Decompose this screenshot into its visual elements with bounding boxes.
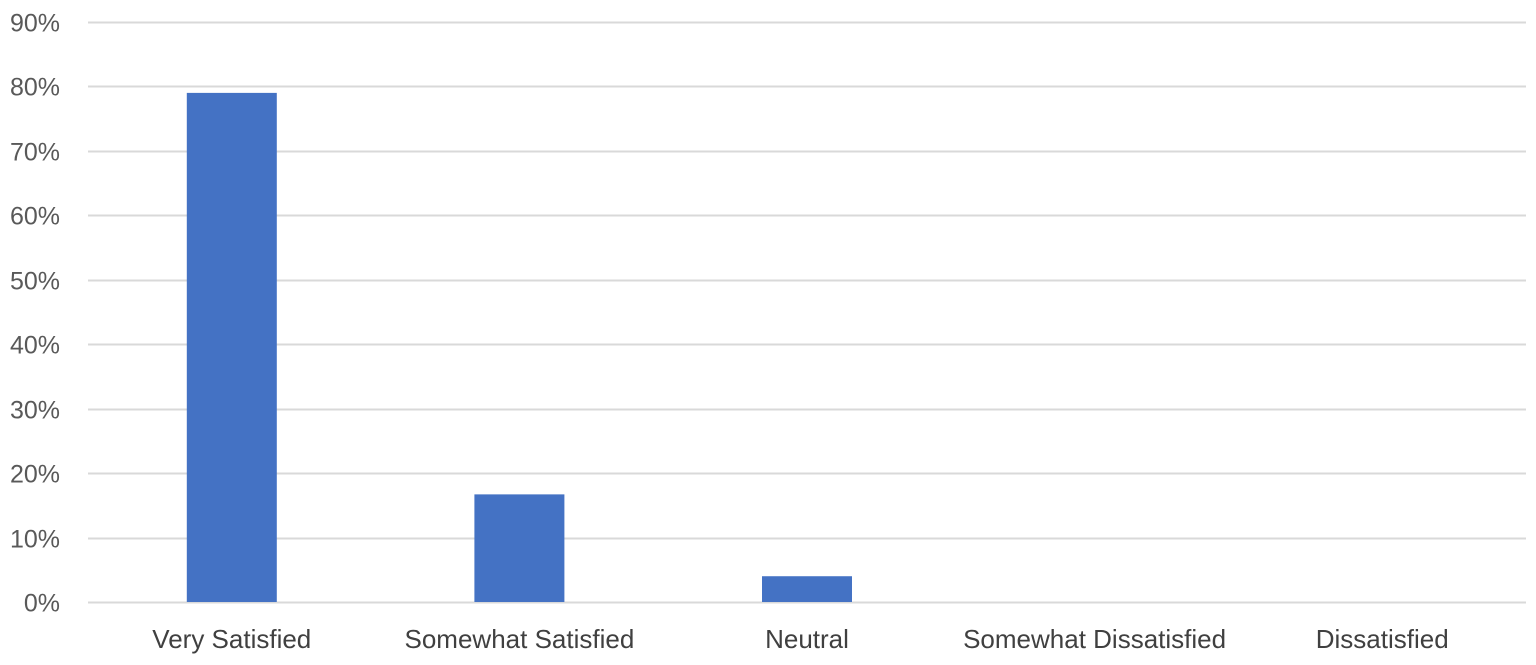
y-tick-label: 20% [10,461,60,489]
bars [186,92,852,602]
gridlines [88,21,1526,604]
y-tick-label: 70% [10,139,60,167]
bar-somewhat-satisfied [474,494,565,602]
x-category-label: Somewhat Satisfied [405,624,635,654]
y-tick-label: 10% [10,526,60,554]
y-tick-label: 80% [10,74,60,102]
y-tick-label: 50% [10,268,60,296]
y-axis-tick-labels: 0% 10% 20% 30% 40% 50% 60% 70% 80% 90% [10,10,60,618]
y-tick-label: 90% [10,10,60,38]
x-category-label: Somewhat Dissatisfied [963,624,1226,654]
bar-neutral [762,576,852,602]
y-tick-label: 0% [24,590,60,618]
bar-very-satisfied [186,92,277,602]
y-tick-label: 60% [10,203,60,231]
x-axis-category-labels: Very Satisfied Somewhat Satisfied Neutral S… [152,624,1448,654]
y-tick-label: 40% [10,332,60,360]
y-tick-label: 30% [10,397,60,425]
x-category-label: Very Satisfied [152,624,311,654]
x-category-label: Neutral [765,624,849,654]
x-category-label: Dissatisfied [1316,624,1449,654]
